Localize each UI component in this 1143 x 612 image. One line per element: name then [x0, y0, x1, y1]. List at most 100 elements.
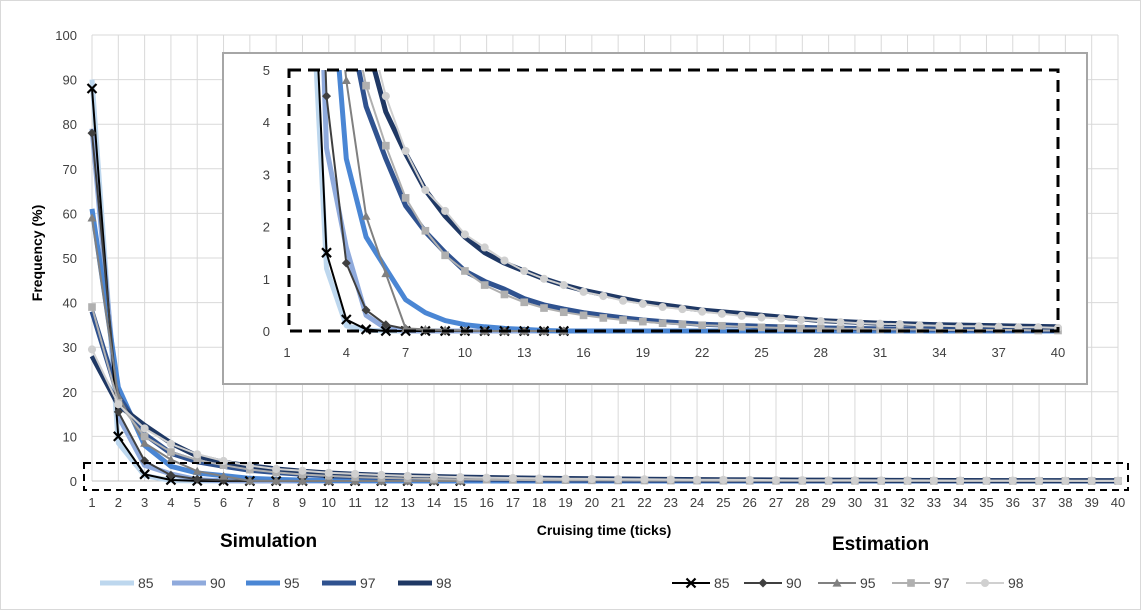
estimation-point-98 — [587, 474, 596, 483]
estimation-point-98 — [994, 322, 1003, 331]
inset-y-tick-label: 1 — [263, 272, 270, 287]
main-y-tick-label: 20 — [63, 385, 77, 400]
estimation-point-98 — [561, 474, 570, 483]
estimation-point-98 — [876, 319, 885, 328]
main-y-tick-label: 70 — [63, 162, 77, 177]
estimation-point-85 — [139, 469, 150, 480]
estimation-point-98 — [539, 274, 549, 283]
estimation-point-98 — [87, 345, 97, 354]
estimation-point-98 — [850, 476, 859, 485]
estimation-point-98 — [1008, 476, 1017, 485]
main-y-tick-label: 90 — [63, 73, 77, 88]
main-x-tick-label: 15 — [453, 495, 467, 510]
estimation-point-98 — [520, 266, 529, 276]
estimation-title: Estimation — [832, 534, 929, 555]
estimation-point-97 — [915, 325, 924, 334]
estimation-point-98 — [877, 476, 886, 485]
estimation-point-98 — [245, 461, 254, 470]
inset-y-tick-labels: 0 1 2 3 4 5 — [263, 63, 270, 339]
y-axis-title: Frequency (%) — [29, 205, 45, 301]
estimation-point-98 — [757, 313, 766, 322]
estimation-point-98 — [403, 471, 412, 480]
estimation-point-95 — [192, 466, 202, 475]
inset-x-tick-label: 13 — [517, 345, 531, 360]
estimation-point-95 — [341, 75, 351, 85]
estimation-point-98 — [745, 475, 754, 484]
estimation-point-90 — [341, 258, 351, 268]
estimation-point-85 — [86, 83, 98, 94]
legend-simulation-label-90: 90 — [210, 575, 226, 591]
estimation-point-97 — [461, 267, 469, 275]
inset-y-tick-label: 3 — [263, 167, 270, 182]
legend-estimation-marker-98 — [980, 578, 990, 588]
estimation-point-98 — [441, 206, 450, 215]
estimation-point-98 — [421, 186, 430, 195]
main-x-tick-label: 30 — [848, 495, 862, 510]
estimation-point-98 — [381, 92, 390, 101]
legend-estimation-label-85: 85 — [714, 575, 730, 591]
main-x-tick-label: 14 — [427, 495, 441, 510]
main-x-tick-label: 17 — [506, 495, 520, 510]
estimation-point-97 — [658, 319, 667, 327]
main-y-tick-label: 50 — [63, 251, 77, 266]
estimation-point-85 — [321, 247, 332, 258]
zoom-region-box — [83, 462, 1129, 491]
estimation-point-98 — [401, 146, 410, 155]
legend-estimation-marker-85 — [685, 577, 697, 589]
legend-estimation-marker-97 — [907, 579, 915, 587]
estimation-point-98 — [935, 321, 944, 330]
estimation-point-98 — [1014, 323, 1023, 332]
estimation-point-90 — [381, 320, 391, 330]
estimation-point-97 — [579, 311, 588, 320]
main-x-tick-label: 10 — [322, 495, 336, 510]
estimation-point-98 — [678, 305, 687, 314]
estimation-point-95 — [245, 476, 255, 485]
simulation-title: Simulation — [220, 531, 317, 552]
estimation-point-97 — [559, 308, 568, 317]
inset-y-tick-label: 0 — [263, 324, 270, 339]
estimation-point-97 — [876, 325, 884, 334]
main-x-tick-label: 16 — [479, 495, 493, 510]
estimation-point-98 — [619, 296, 628, 305]
main-x-tick-label: 40 — [1111, 495, 1125, 510]
estimation-point-98 — [737, 311, 746, 320]
estimation-point-97 — [757, 323, 766, 332]
estimation-point-97 — [500, 290, 509, 299]
inset-x-tick-labels: 1 4 7 10 13 16 19 22 25 28 31 34 37 40 — [283, 345, 1065, 360]
estimation-point-97 — [382, 141, 390, 150]
estimation-point-98 — [456, 473, 465, 482]
main-x-tick-label: 19 — [558, 495, 572, 510]
estimation-point-98 — [614, 475, 623, 484]
inset-x-tick-label: 16 — [576, 345, 590, 360]
estimation-point-98 — [429, 472, 439, 481]
legend-estimation-label-98: 98 — [1008, 575, 1024, 591]
legend-simulation-label-98: 98 — [436, 575, 452, 591]
estimation-point-97 — [599, 314, 608, 322]
estimation-point-97 — [540, 304, 548, 312]
estimation-point-98 — [903, 476, 912, 485]
legend: 85 90 95 97 98 85 90 95 97 98 — [100, 575, 1024, 591]
estimation-point-98 — [915, 321, 924, 330]
main-x-tick-label: 34 — [953, 495, 967, 510]
main-x-tick-label: 6 — [220, 495, 227, 510]
estimation-point-95 — [381, 269, 391, 278]
estimation-point-95 — [324, 476, 334, 485]
main-y-tick-label: 60 — [63, 206, 77, 221]
estimation-point-98 — [974, 322, 983, 331]
main-x-tick-label: 25 — [716, 495, 730, 510]
estimation-point-97 — [856, 325, 865, 333]
main-x-tick-label: 1 — [88, 495, 95, 510]
main-x-tick-label: 33 — [927, 495, 941, 510]
main-x-tick-label: 23 — [664, 495, 678, 510]
estimation-point-97 — [836, 325, 845, 333]
estimation-line-97 — [361, 70, 1058, 332]
estimation-point-97 — [639, 317, 647, 326]
inset-x-tick-label: 31 — [873, 345, 887, 360]
main-x-tick-label: 37 — [1032, 495, 1046, 510]
main-y-tick-label: 0 — [70, 474, 77, 489]
estimation-point-98 — [351, 469, 360, 478]
main-x-tick-label: 26 — [742, 495, 756, 510]
main-x-tick-label: 39 — [1084, 495, 1098, 510]
